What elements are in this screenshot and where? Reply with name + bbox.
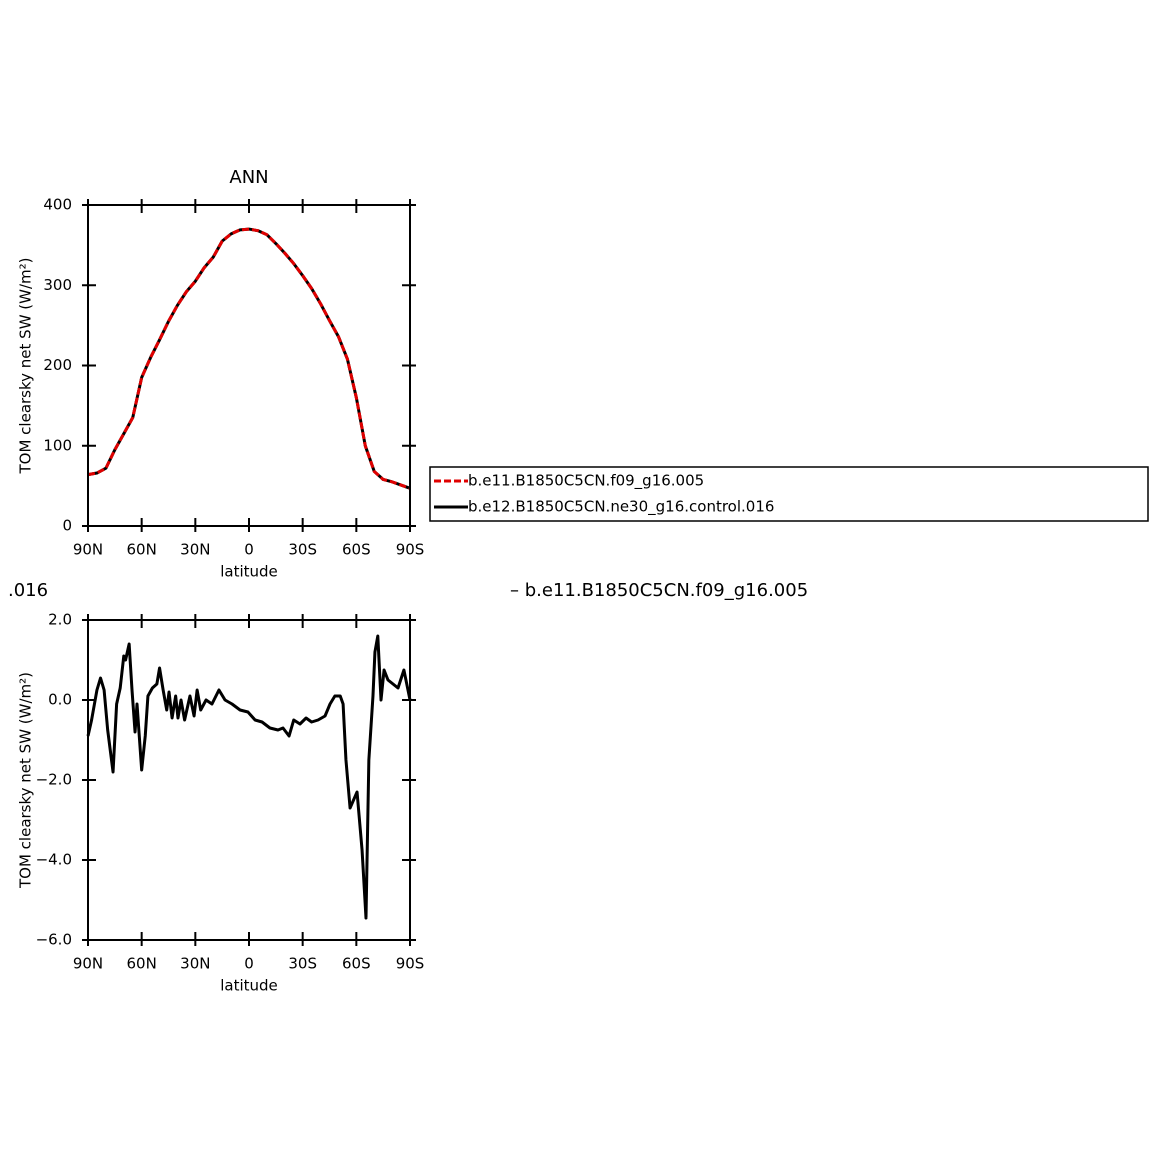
chart-title: ANN xyxy=(229,167,268,188)
legend-box xyxy=(429,466,1149,522)
y-tick-label: 200 xyxy=(43,356,72,374)
x-tick-label: 90N xyxy=(73,955,103,973)
x-tick-label: 60S xyxy=(342,541,371,559)
x-tick-label: 60N xyxy=(127,955,157,973)
y-tick-label: 0 xyxy=(62,517,72,535)
plot-frame xyxy=(87,204,411,527)
x-tick-label: 30S xyxy=(288,541,317,559)
y-axis-label: TOM clearsky net SW (W/m²) xyxy=(17,672,35,889)
data-line xyxy=(87,227,411,490)
x-tick-label: 30N xyxy=(180,955,210,973)
data-line xyxy=(87,227,411,490)
y-tick-label: 300 xyxy=(43,276,72,294)
y-tick-label: 400 xyxy=(43,196,72,214)
x-axis-label: latitude xyxy=(220,977,278,995)
x-tick-label: 30S xyxy=(288,955,317,973)
y-tick-label: −6.0 xyxy=(36,931,72,949)
y-tick-label: 100 xyxy=(43,436,72,454)
data-line xyxy=(86,634,412,920)
y-axis-label: TOM clearsky net SW (W/m²) xyxy=(17,257,35,474)
y-tick-label: 0.0 xyxy=(48,691,72,709)
annotation: – b.e11.B1850C5CN.f09_g16.005 xyxy=(510,580,808,601)
y-tick-label: 2.0 xyxy=(48,611,72,629)
x-tick-label: 90N xyxy=(73,541,103,559)
x-tick-label: 60S xyxy=(342,955,371,973)
legend-label: b.e11.B1850C5CN.f09_g16.005 xyxy=(468,472,704,491)
x-tick-label: 90S xyxy=(396,955,425,973)
x-tick-label: 30N xyxy=(180,541,210,559)
y-tick-label: −2.0 xyxy=(36,771,72,789)
plot-frame xyxy=(87,619,411,941)
y-tick-label: −4.0 xyxy=(36,851,72,869)
x-axis-label: latitude xyxy=(220,563,278,581)
legend-label: b.e12.B1850C5CN.ne30_g16.control.016 xyxy=(468,498,774,517)
x-tick-label: 60N xyxy=(127,541,157,559)
x-tick-label: 0 xyxy=(244,541,254,559)
x-tick-label: 90S xyxy=(396,541,425,559)
x-tick-label: 0 xyxy=(244,955,254,973)
annotation: .016 xyxy=(8,580,48,601)
